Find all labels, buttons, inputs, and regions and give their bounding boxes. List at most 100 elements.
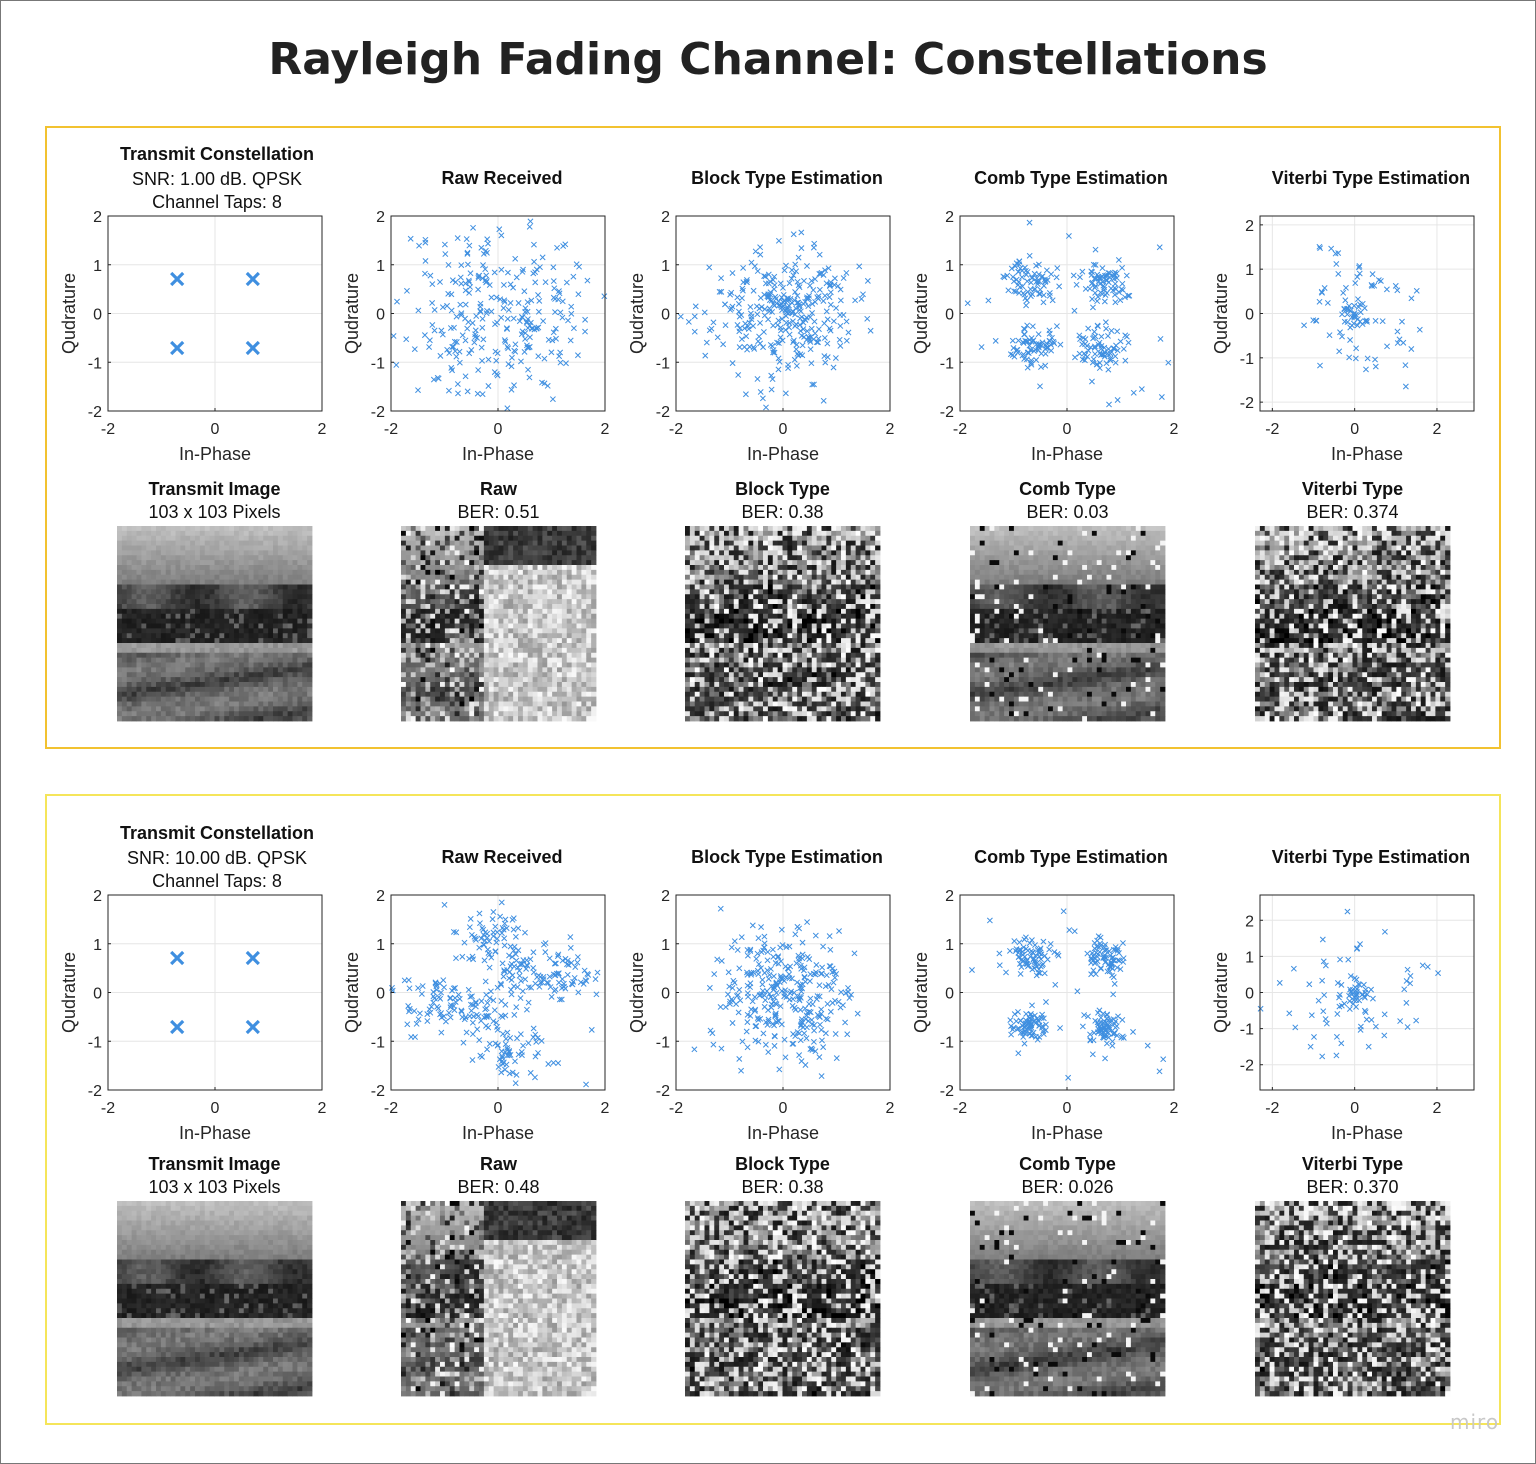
image-pixel xyxy=(263,706,269,712)
data-point xyxy=(430,376,437,383)
image-pixel xyxy=(199,550,206,556)
image-pixel xyxy=(297,594,303,600)
image-pixel xyxy=(297,599,303,605)
image-pixel xyxy=(547,535,553,542)
image-pixel xyxy=(248,535,254,542)
image-pixel xyxy=(121,589,128,595)
data-point xyxy=(856,263,863,270)
image-pixel xyxy=(248,686,254,693)
image-pixel xyxy=(532,638,538,644)
data-point xyxy=(735,308,742,315)
image-pixel xyxy=(190,569,196,576)
image-pixel xyxy=(273,682,279,688)
image-pixel xyxy=(430,584,436,590)
image-pixel xyxy=(170,691,176,698)
y-tick-label: -1 xyxy=(1240,351,1254,368)
image-pixel xyxy=(141,628,147,634)
image-pixel xyxy=(459,628,465,634)
data-point xyxy=(790,339,797,346)
image-pixel xyxy=(537,647,543,654)
image-subtitle: BER: 0.51 xyxy=(457,502,539,522)
image-pixel xyxy=(508,618,514,624)
image-pixel xyxy=(566,643,573,649)
image-pixel xyxy=(199,652,206,659)
data-point xyxy=(837,342,844,349)
image-pixel xyxy=(488,550,495,556)
image-pixel xyxy=(243,613,250,620)
image-pixel xyxy=(483,599,490,605)
data-point xyxy=(837,297,844,304)
image-pixel xyxy=(156,682,162,688)
x-axis-label: In-Phase xyxy=(462,444,534,464)
image-pixel xyxy=(141,638,147,644)
y-tick-label: 1 xyxy=(945,258,954,275)
image-pixel xyxy=(175,677,181,683)
image-pixel xyxy=(537,584,543,590)
image-pixel xyxy=(287,608,293,615)
data-point xyxy=(444,346,451,353)
image-pixel xyxy=(287,716,293,722)
image-pixel xyxy=(165,633,172,639)
image-pixel xyxy=(503,638,509,644)
image-pixel xyxy=(532,633,538,639)
image-pixel xyxy=(513,643,519,649)
y-tick-label: 0 xyxy=(945,986,954,1003)
image-pixel xyxy=(204,623,211,629)
image-pixel xyxy=(199,711,206,717)
image-pixel xyxy=(185,560,191,566)
image-pixel xyxy=(542,530,548,537)
image-pixel xyxy=(410,613,417,620)
image-pixel xyxy=(513,604,519,610)
image-pixel xyxy=(410,555,417,561)
image-pixel xyxy=(219,701,225,707)
image-pixel xyxy=(547,526,553,532)
image-pixel xyxy=(219,706,225,712)
data-point xyxy=(816,251,823,258)
image-pixel xyxy=(415,550,421,556)
image-pixel xyxy=(459,633,465,639)
y-tick-label: -2 xyxy=(656,1083,670,1100)
image-pixel xyxy=(302,604,308,610)
image-pixel xyxy=(156,633,162,639)
image-pixel xyxy=(243,716,250,722)
image-pixel xyxy=(532,545,538,551)
image-pixel xyxy=(282,672,289,678)
image-pixel xyxy=(185,565,191,571)
image-pixel xyxy=(532,618,538,624)
image-pixel xyxy=(581,589,587,595)
image-pixel xyxy=(277,574,284,581)
image-pixel xyxy=(180,540,186,546)
image-pixel xyxy=(576,643,582,649)
data-point xyxy=(422,257,429,264)
image-pixel xyxy=(268,584,274,590)
image-pixel xyxy=(527,599,534,605)
image-pixel xyxy=(488,540,495,546)
image-pixel xyxy=(415,530,421,537)
image-pixel xyxy=(469,623,475,629)
image-pixel xyxy=(425,628,431,634)
image-pixel xyxy=(229,691,235,698)
image-pixel xyxy=(566,540,573,546)
image-pixel xyxy=(287,579,293,585)
data-point xyxy=(827,289,834,296)
image-pixel xyxy=(297,716,303,722)
data-point xyxy=(422,270,428,277)
image-pixel xyxy=(292,647,298,654)
image-subtitle: BER: 0.03 xyxy=(1026,502,1108,522)
image-pixel xyxy=(180,711,186,717)
data-point xyxy=(795,254,802,261)
data-point xyxy=(508,354,515,361)
data-point xyxy=(812,276,818,283)
image-pixel xyxy=(175,569,181,576)
image-pixel xyxy=(282,545,289,551)
image-pixel xyxy=(209,662,215,668)
image-pixel xyxy=(190,628,196,634)
image-pixel xyxy=(513,565,519,571)
data-point xyxy=(852,297,859,304)
image-pixel xyxy=(156,628,162,634)
image-pixel xyxy=(248,540,254,546)
image-pixel xyxy=(430,555,436,561)
data-point xyxy=(831,275,838,282)
image-pixel xyxy=(253,657,259,663)
